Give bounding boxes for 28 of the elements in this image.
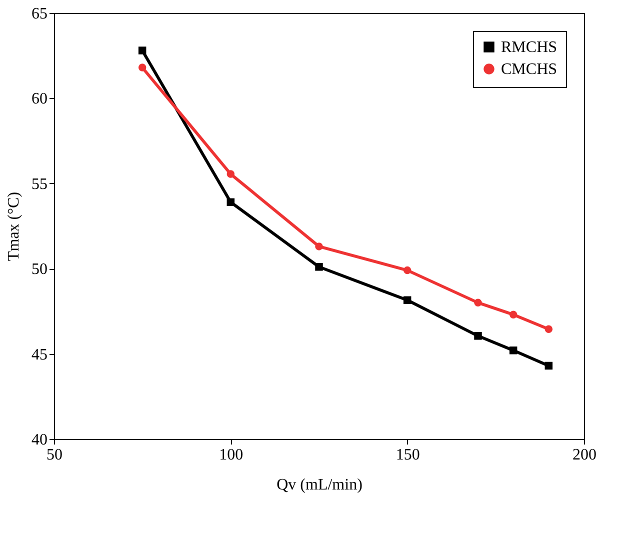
point: [315, 263, 323, 271]
x-tick-label: 100: [219, 446, 244, 464]
point: [315, 242, 323, 250]
y-axis-title: Tmax (°C): [6, 192, 22, 262]
legend-label: RMCHS: [501, 39, 558, 56]
y-tick-label: 60: [32, 90, 48, 108]
x-axis-title: Qv (mL/min): [276, 476, 362, 494]
point: [544, 325, 553, 333]
point: [403, 266, 412, 274]
x-tick-label: 50: [46, 446, 62, 464]
point: [403, 296, 412, 304]
y-tick-label: 50: [32, 261, 48, 278]
point: [544, 362, 553, 370]
y-tick-label: 45: [32, 346, 48, 364]
point: [474, 332, 482, 340]
x-tick-label: 150: [396, 446, 420, 464]
x-tick-label: 200: [572, 446, 596, 464]
point: [226, 170, 235, 178]
point: [138, 64, 146, 72]
y-tick-label: 55: [32, 176, 48, 193]
point: [474, 298, 482, 307]
legend-label: CMCHS: [501, 61, 558, 78]
point: [138, 46, 146, 54]
point: [509, 310, 518, 318]
y-tick-label: 40: [32, 432, 48, 448]
point: [226, 198, 235, 206]
y-tick-label: 65: [32, 6, 48, 22]
point: [509, 346, 518, 354]
